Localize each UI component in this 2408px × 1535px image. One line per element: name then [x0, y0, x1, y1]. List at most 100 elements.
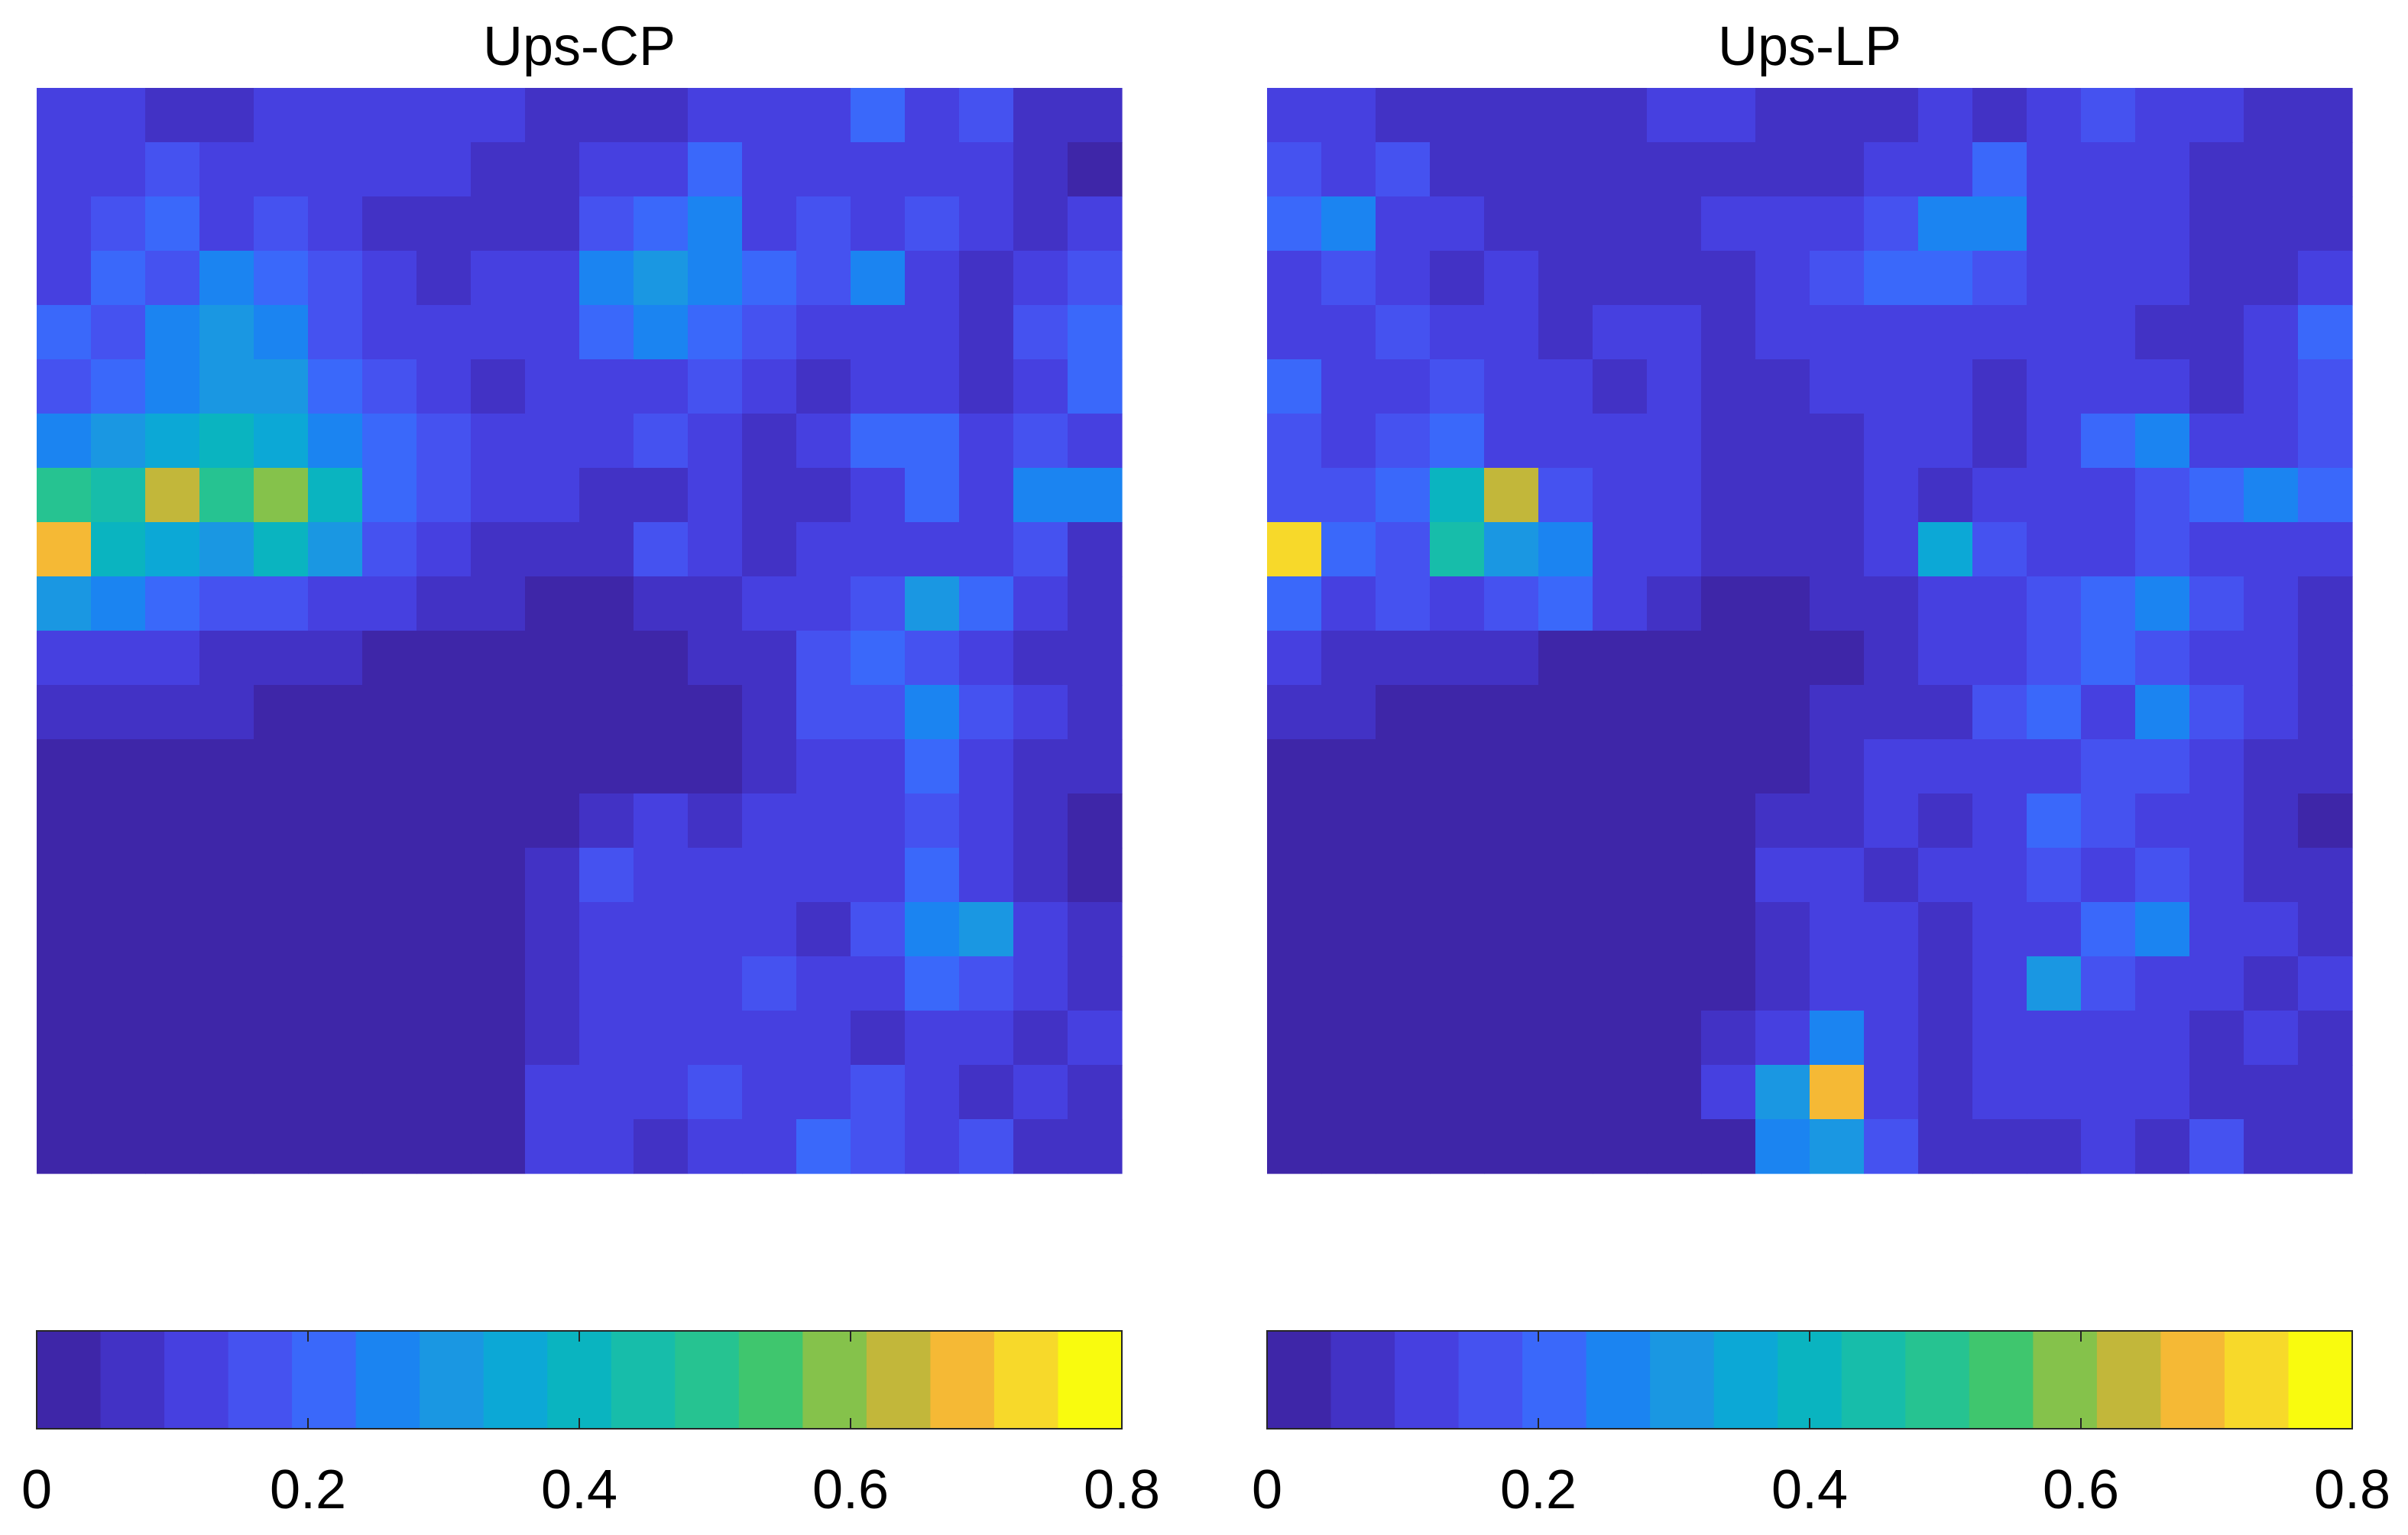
- heatmap-cell: [1701, 414, 1756, 469]
- heatmap-cell: [634, 359, 689, 414]
- colorbar-swatch: [1458, 1331, 1523, 1429]
- heatmap-cell: [1068, 251, 1123, 306]
- heatmap-cell: [1013, 251, 1068, 306]
- heatmap-cell: [796, 468, 851, 523]
- heatmap-cell: [1810, 956, 1865, 1011]
- heatmap-cell: [1810, 305, 1865, 360]
- colorbar-swatch: [675, 1331, 740, 1429]
- heatmap-cell: [1918, 956, 1973, 1011]
- heatmap-cell: [688, 359, 743, 414]
- heatmap-cell: [1755, 739, 1810, 794]
- heatmap-cell: [2081, 685, 2136, 740]
- heatmap-cell: [525, 1011, 580, 1066]
- heatmap-cell: [1647, 196, 1702, 252]
- heatmap-cell: [1321, 1065, 1376, 1120]
- heatmap-cell: [1755, 1011, 1810, 1066]
- heatmap-cell: [1918, 88, 1973, 143]
- heatmap-cell: [416, 1011, 472, 1066]
- heatmap-cell: [1068, 468, 1123, 523]
- colorbar-swatch: [355, 1331, 420, 1429]
- heatmap-cell: [579, 468, 634, 523]
- heatmap-cell: [1430, 196, 1485, 252]
- heatmap-cell: [579, 1119, 634, 1174]
- heatmap-cell: [579, 739, 634, 794]
- heatmap-cell: [1376, 305, 1431, 360]
- heatmap-cell: [2135, 359, 2190, 414]
- heatmap-cell: [416, 739, 472, 794]
- heatmap-cell: [471, 1119, 526, 1174]
- heatmap-cell: [1376, 631, 1431, 686]
- heatmap-cell: [1376, 1119, 1431, 1174]
- heatmap-cell: [1013, 1119, 1068, 1174]
- heatmap-cell: [851, 305, 906, 360]
- heatmap-cell: [2298, 305, 2353, 360]
- heatmap-cell: [688, 414, 743, 469]
- heatmap-cell: [199, 142, 254, 197]
- heatmap-cell: [1376, 793, 1431, 849]
- heatmap-cell: [1068, 305, 1123, 360]
- heatmap-cell: [1267, 251, 1322, 306]
- heatmap-cell: [416, 305, 472, 360]
- heatmap-cell: [2135, 196, 2190, 252]
- heatmap-cell: [362, 631, 417, 686]
- heatmap-cell: [525, 739, 580, 794]
- heatmap-cell: [2135, 685, 2190, 740]
- heatmap-cell: [1321, 142, 1376, 197]
- heatmap-cell: [1647, 848, 1702, 903]
- heatmap-cell: [2081, 196, 2136, 252]
- heatmap-cell: [1013, 359, 1068, 414]
- heatmap-cell: [1376, 142, 1431, 197]
- colorbar-swatch: [930, 1331, 995, 1429]
- heatmap-cell: [416, 576, 472, 631]
- heatmap-cell: [579, 631, 634, 686]
- heatmap-cell: [1430, 1011, 1485, 1066]
- heatmap-cell: [1918, 468, 1973, 523]
- heatmap-cell: [2298, 631, 2353, 686]
- heatmap-cell: [1701, 631, 1756, 686]
- heatmap-cell: [688, 793, 743, 849]
- heatmap-cell: [91, 631, 146, 686]
- heatmap-cell: [1376, 414, 1431, 469]
- heatmap-cell: [362, 685, 417, 740]
- heatmap-cell: [2189, 142, 2244, 197]
- heatmap-cell: [525, 1119, 580, 1174]
- heatmap-cell: [1864, 902, 1919, 957]
- heatmap-cell: [2081, 414, 2136, 469]
- heatmap-cell: [199, 576, 254, 631]
- heatmap-cell: [1918, 359, 1973, 414]
- heatmap-cell: [145, 305, 200, 360]
- heatmap-cell: [362, 468, 417, 523]
- heatmap-cell: [2189, 685, 2244, 740]
- heatmap-cell: [308, 902, 363, 957]
- heatmap-cell: [634, 414, 689, 469]
- heatmap-cell: [2298, 251, 2353, 306]
- heatmap-cell: [1918, 522, 1973, 577]
- heatmap-cell: [525, 522, 580, 577]
- heatmap-cell: [905, 359, 960, 414]
- heatmap-cell: [1647, 685, 1702, 740]
- heatmap-cell: [1810, 631, 1865, 686]
- heatmap-cell: [1267, 1011, 1322, 1066]
- heatmap-cell: [2298, 685, 2353, 740]
- heatmap-cell: [2244, 305, 2299, 360]
- heatmap-cell: [1647, 88, 1702, 143]
- heatmap-cell: [2244, 414, 2299, 469]
- heatmap-cell: [742, 414, 797, 469]
- heatmap-cell: [1701, 359, 1756, 414]
- heatmap-cell: [851, 631, 906, 686]
- heatmap-cell: [1484, 1011, 1539, 1066]
- heatmap-cell: [471, 359, 526, 414]
- heatmap-cell: [1068, 142, 1123, 197]
- heatmap-cell: [1972, 305, 2027, 360]
- heatmap-cell: [525, 1065, 580, 1120]
- heatmap-cell: [1647, 793, 1702, 849]
- heatmap-cell: [1810, 793, 1865, 849]
- heatmap-cell: [1484, 1065, 1539, 1120]
- heatmap-cell: [905, 522, 960, 577]
- heatmap-cell: [1593, 522, 1648, 577]
- heatmap-cell: [1376, 1011, 1431, 1066]
- heatmap-cell: [1647, 631, 1702, 686]
- heatmap-cell: [688, 956, 743, 1011]
- heatmap-cell: [199, 902, 254, 957]
- heatmap-cell: [1538, 196, 1593, 252]
